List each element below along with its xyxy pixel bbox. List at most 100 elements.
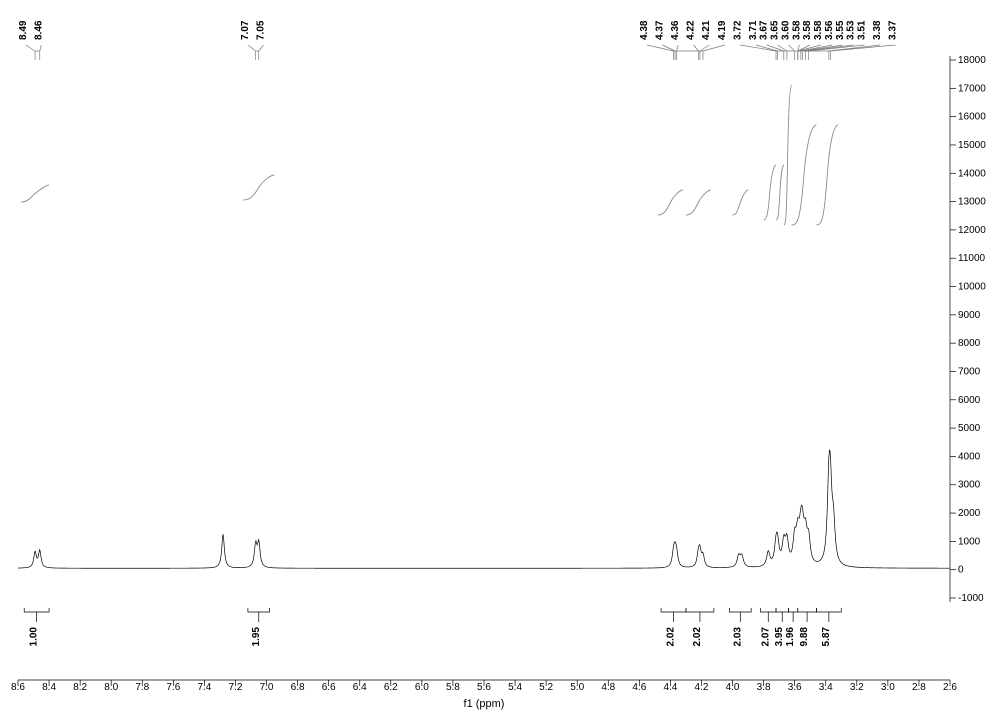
integration-label: 2.02 xyxy=(666,627,677,647)
peak-ppm-label: 4.21 xyxy=(701,20,712,40)
x-tick-label: 3.8 xyxy=(757,682,771,693)
peak-label-connector xyxy=(694,45,699,51)
integration-bracket xyxy=(798,608,817,622)
integration-bracket xyxy=(776,608,788,622)
integral-curve xyxy=(784,85,792,225)
integration-bracket xyxy=(661,608,686,622)
x-tick-label: 6.8 xyxy=(291,682,305,693)
peak-ppm-label: 3.67 xyxy=(759,20,770,40)
x-tick-label: 6.0 xyxy=(415,682,429,693)
peak-ppm-label: 4.19 xyxy=(717,20,728,40)
peak-ppm-label: 4.36 xyxy=(670,20,681,40)
x-tick-label: 3.2 xyxy=(850,682,864,693)
peak-ppm-label: 3.58 xyxy=(802,20,813,40)
x-tick-label: 4.0 xyxy=(726,682,740,693)
x-tick-label: 7.0 xyxy=(260,682,274,693)
x-tick-label: 8.6 xyxy=(11,682,25,693)
nmr-spectrum-plot: 8.68.48.28.07.87.67.47.27.06.86.66.46.26… xyxy=(0,0,1000,719)
x-tick-label: 4.6 xyxy=(632,682,646,693)
peak-ppm-label: 4.22 xyxy=(686,20,697,40)
x-tick-label: 3.6 xyxy=(788,682,802,693)
y-tick-label: 1000 xyxy=(958,536,981,547)
x-tick-label: 5.2 xyxy=(539,682,553,693)
peak-ppm-label: 3.58 xyxy=(813,20,824,40)
x-tick-label: 3.4 xyxy=(819,682,833,693)
peak-ppm-label: 3.56 xyxy=(824,20,835,40)
peak-ppm-label: 3.38 xyxy=(872,20,883,40)
peak-ppm-label: 7.05 xyxy=(255,20,266,40)
y-tick-label: 13000 xyxy=(958,197,986,208)
integral-curve xyxy=(21,185,49,202)
integration-label: 1.95 xyxy=(251,627,262,647)
x-tick-label: 5.8 xyxy=(446,682,460,693)
x-tick-label: 6.2 xyxy=(384,682,398,693)
y-tick-label: -1000 xyxy=(958,593,984,604)
integration-label: 1.00 xyxy=(29,627,40,647)
integral-curve xyxy=(686,190,711,215)
peak-ppm-label: 3.58 xyxy=(791,20,802,40)
x-tick-label: 4.8 xyxy=(601,682,615,693)
y-tick-label: 16000 xyxy=(958,112,986,123)
peak-label-connector xyxy=(703,45,725,51)
x-axis-label: f1 (ppm) xyxy=(464,698,505,710)
y-tick-label: 14000 xyxy=(958,168,986,179)
peak-ppm-label: 4.37 xyxy=(655,20,666,40)
peak-label-connector xyxy=(806,45,854,51)
x-tick-label: 3.0 xyxy=(881,682,895,693)
x-tick-label: 5.6 xyxy=(477,682,491,693)
peak-ppm-label: 4.38 xyxy=(639,20,650,40)
integration-bracket xyxy=(729,608,751,622)
x-tick-label: 6.6 xyxy=(322,682,336,693)
y-tick-label: 9000 xyxy=(958,310,981,321)
integration-label: 2.07 xyxy=(760,627,771,647)
peak-ppm-label: 3.60 xyxy=(780,20,791,40)
y-tick-label: 11000 xyxy=(958,253,986,264)
integration-label: 2.03 xyxy=(732,627,743,647)
integration-label: 3.95 xyxy=(774,627,785,647)
y-tick-label: 12000 xyxy=(958,225,986,236)
peak-ppm-label: 3.37 xyxy=(888,20,899,40)
y-tick-label: 5000 xyxy=(958,423,981,434)
x-tick-label: 8.2 xyxy=(73,682,87,693)
peak-label-connector xyxy=(248,45,256,51)
x-tick-label: 2.8 xyxy=(912,682,926,693)
peak-ppm-label: 3.71 xyxy=(748,20,759,40)
integration-bracket xyxy=(248,608,270,622)
peak-ppm-label: 3.51 xyxy=(857,20,868,40)
y-tick-label: 8000 xyxy=(958,338,981,349)
integration-label: 1.96 xyxy=(785,627,796,647)
peak-ppm-label: 3.53 xyxy=(846,20,857,40)
y-tick-label: 6000 xyxy=(958,395,981,406)
peak-label-connector xyxy=(40,45,42,51)
x-tick-label: 6.4 xyxy=(353,682,367,693)
x-tick-label: 4.4 xyxy=(663,682,677,693)
integral-curve xyxy=(658,190,683,215)
peak-ppm-label: 8.49 xyxy=(18,20,29,40)
integration-label: 5.87 xyxy=(821,627,832,647)
peak-label-connector xyxy=(788,45,794,51)
x-tick-label: 5.0 xyxy=(570,682,584,693)
peak-ppm-label: 3.55 xyxy=(835,20,846,40)
integral-curve xyxy=(816,125,838,225)
x-tick-label: 4.2 xyxy=(695,682,709,693)
x-tick-label: 7.6 xyxy=(166,682,180,693)
y-tick-label: 4000 xyxy=(958,451,981,462)
x-tick-label: 5.4 xyxy=(508,682,522,693)
integration-bracket xyxy=(788,608,797,622)
peak-ppm-label: 8.46 xyxy=(33,20,44,40)
integral-curve xyxy=(243,175,274,200)
y-tick-label: 0 xyxy=(958,565,964,576)
integral-curve xyxy=(776,165,784,220)
x-tick-label: 7.8 xyxy=(135,682,149,693)
peak-label-connector xyxy=(259,45,264,51)
integration-label: 2.02 xyxy=(692,627,703,647)
peak-label-connector xyxy=(677,45,679,51)
integration-bracket xyxy=(686,608,714,622)
peak-label-connector xyxy=(26,45,35,51)
integral-curve xyxy=(792,125,817,225)
peak-ppm-label: 3.72 xyxy=(732,20,743,40)
integral-curve xyxy=(764,165,776,220)
y-tick-label: 10000 xyxy=(958,282,986,293)
integration-bracket xyxy=(24,608,49,622)
x-tick-label: 8.4 xyxy=(42,682,56,693)
